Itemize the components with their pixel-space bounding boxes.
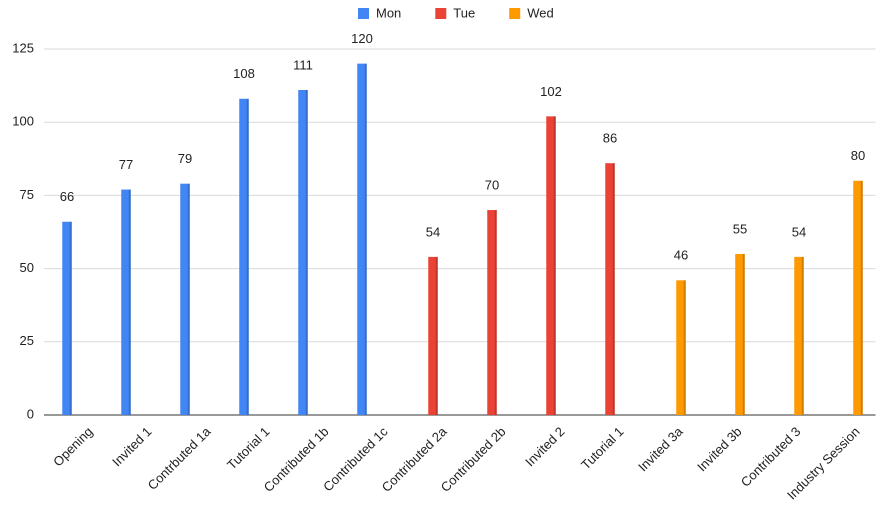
bar <box>357 63 367 415</box>
bar-side <box>305 89 308 415</box>
bar <box>676 280 686 415</box>
bar <box>487 210 497 415</box>
bar-side <box>553 116 556 416</box>
bar-side <box>683 280 686 415</box>
bar-side <box>742 253 745 415</box>
bar <box>298 89 308 415</box>
value-label: 80 <box>851 148 865 163</box>
bar <box>794 256 804 415</box>
x-tick-label: Invited 2 <box>522 424 567 469</box>
x-tick-label: Opening <box>50 424 95 469</box>
y-tick-label: 25 <box>20 333 34 348</box>
bar-side <box>364 63 367 415</box>
bar-side <box>612 163 615 415</box>
bar <box>180 183 190 415</box>
value-label: 54 <box>426 224 440 239</box>
x-tick-label: Contributed 3 <box>738 424 804 490</box>
y-tick-label: 0 <box>27 406 34 421</box>
value-label: 54 <box>792 224 806 239</box>
bar <box>735 253 745 415</box>
bar <box>428 256 438 415</box>
bar-side <box>187 183 190 415</box>
x-tick-label: Tutorial 1 <box>224 424 273 473</box>
y-tick-label: 75 <box>20 187 34 202</box>
value-label: 77 <box>119 157 133 172</box>
legend-swatch <box>435 8 447 19</box>
value-label: 55 <box>733 221 747 236</box>
bar <box>853 180 863 415</box>
value-label: 66 <box>60 189 74 204</box>
x-tick-label: Invited 1 <box>109 424 154 469</box>
bar <box>546 116 556 416</box>
legend-label: Mon <box>376 5 401 20</box>
bar-side <box>246 98 249 415</box>
bar <box>121 189 131 415</box>
y-tick-label: 100 <box>12 114 34 129</box>
legend-label: Tue <box>453 5 475 20</box>
bar <box>239 98 249 415</box>
y-tick-label: 125 <box>12 40 34 55</box>
bar-side <box>128 189 131 415</box>
value-label: 70 <box>485 177 499 192</box>
value-label: 111 <box>293 57 313 72</box>
bar-side <box>435 256 438 415</box>
bar <box>605 163 615 415</box>
x-tick-label: Tutorial 1 <box>578 424 627 473</box>
value-label: 108 <box>233 66 255 81</box>
bar-side <box>801 256 804 415</box>
x-tick-label: Contrbuted 1a <box>145 423 214 492</box>
value-label: 120 <box>351 31 373 46</box>
value-label: 102 <box>540 84 562 99</box>
x-tick-label: Invited 3b <box>694 424 744 474</box>
bar <box>62 221 72 415</box>
legend-label: Wed <box>527 5 554 20</box>
bar-side <box>860 180 863 415</box>
legend-swatch <box>358 8 369 19</box>
bar-side <box>69 221 72 415</box>
value-label: 46 <box>674 248 688 263</box>
value-label: 86 <box>603 131 617 146</box>
bar-side <box>494 210 497 415</box>
value-label: 79 <box>178 151 192 166</box>
x-tick-label: Invited 3a <box>635 423 686 474</box>
legend-swatch <box>509 8 521 19</box>
y-tick-label: 50 <box>20 260 34 275</box>
